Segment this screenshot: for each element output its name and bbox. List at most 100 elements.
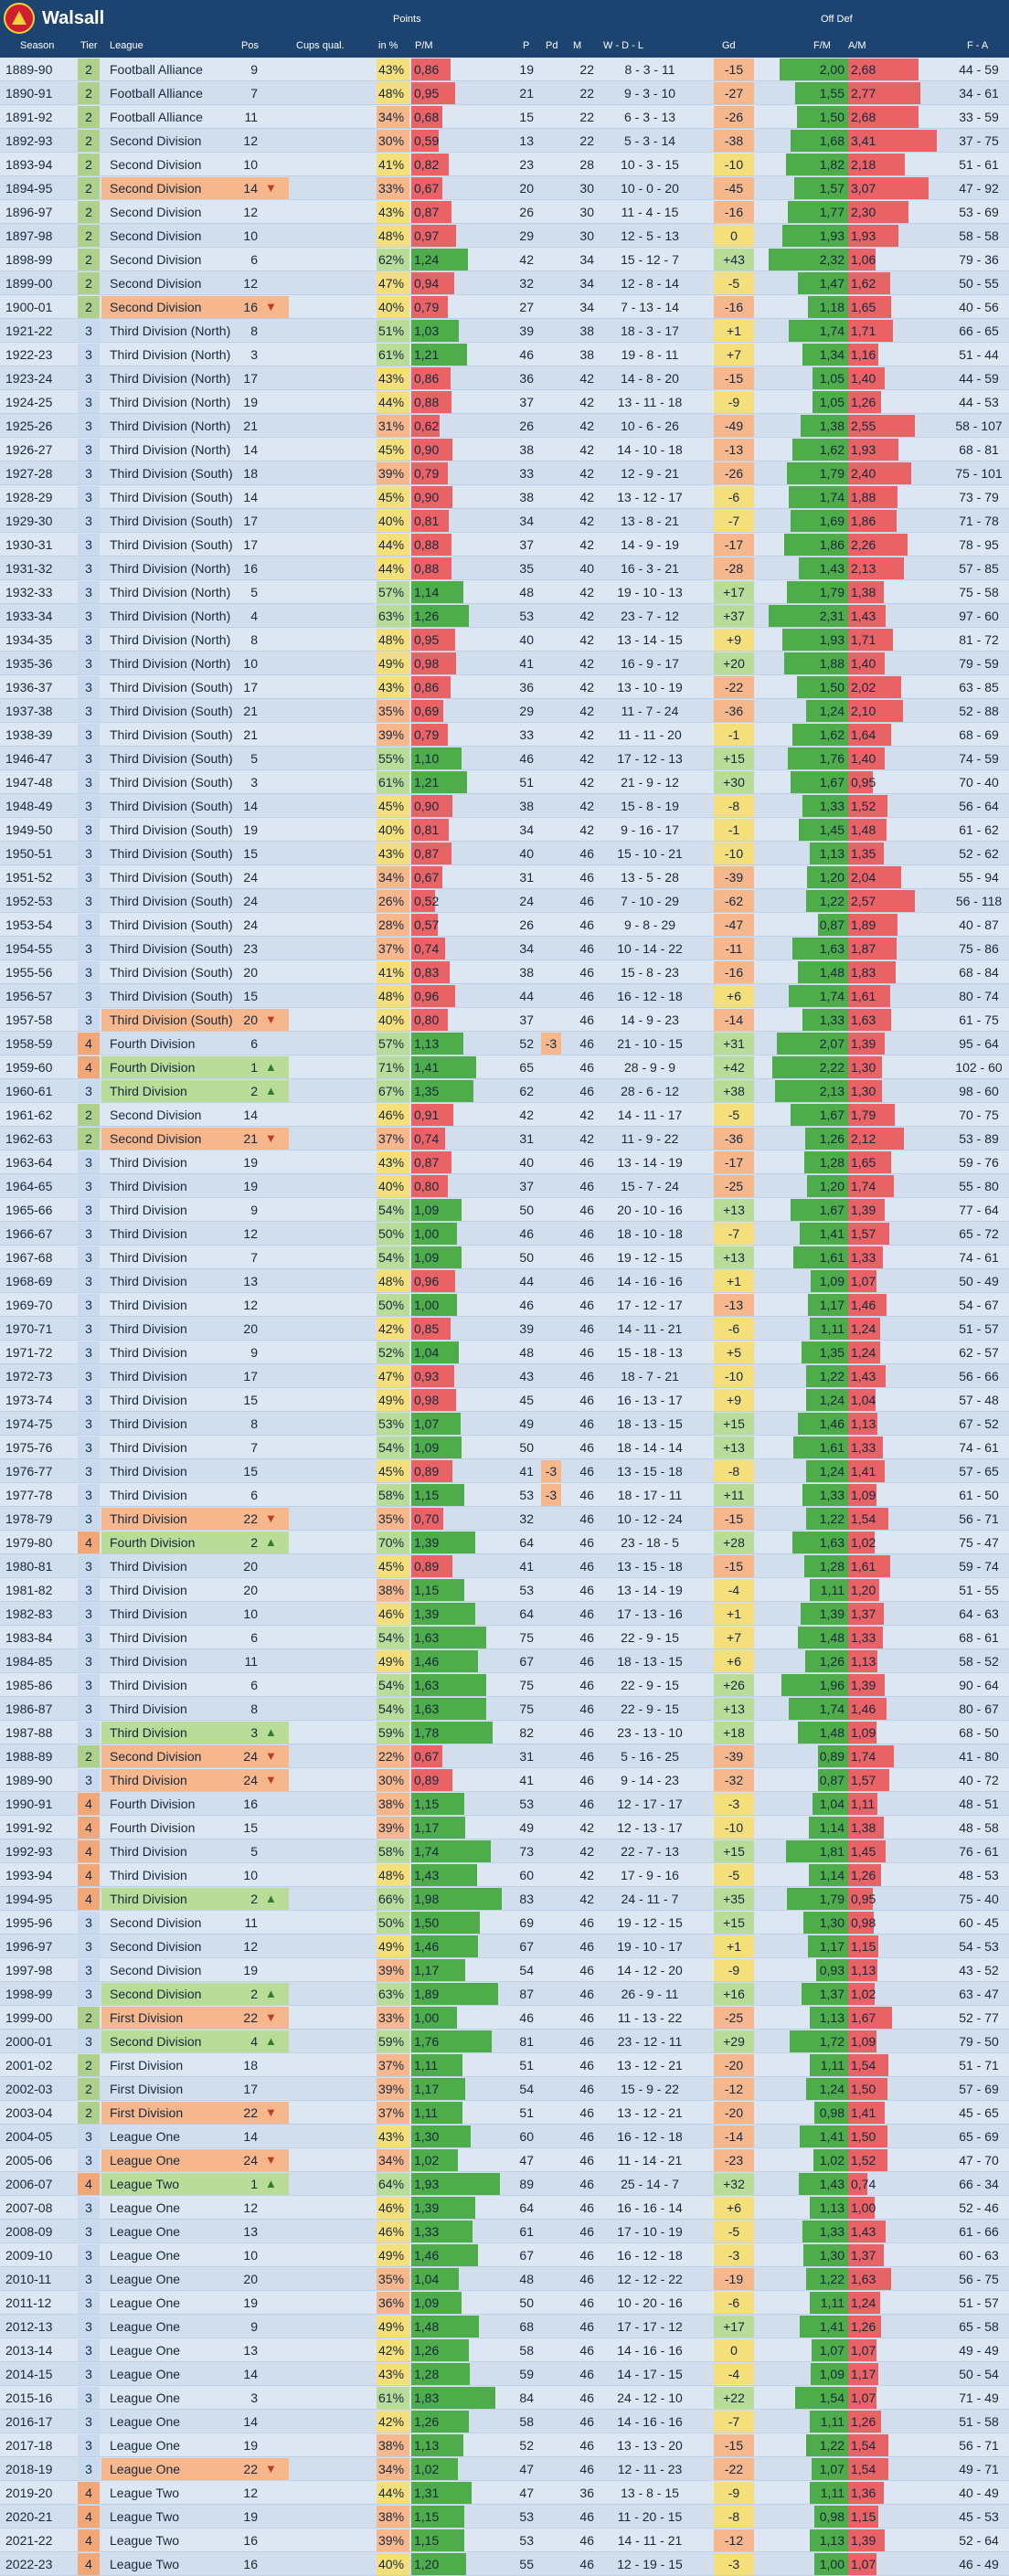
table-row[interactable]: 1890-91 2 Football Alliance 7 48% 0,95 21 22 9 -… [0, 81, 1009, 105]
table-row[interactable]: 2007-08 3 League One 12 46% 1,39 64 46 16 - 16 -… [0, 2196, 1009, 2220]
table-row[interactable]: 1969-70 3 Third Division 12 50% 1,00 46 46 17 - … [0, 1293, 1009, 1317]
col-p[interactable]: P [523, 40, 530, 51]
table-row[interactable]: 1990-91 4 Fourth Division 16 38% 1,15 53 46 12 -… [0, 1792, 1009, 1816]
table-row[interactable]: 2000-01 3 Second Division 4 ▲ 59% 1,76 81 46 23 -… [0, 2030, 1009, 2053]
table-row[interactable]: 2016-17 3 League One 14 42% 1,26 58 46 14 - 16 -… [0, 2410, 1009, 2433]
table-row[interactable]: 1900-01 2 Second Division 16 ▼ 40% 0,79 27 34 7 -… [0, 295, 1009, 319]
table-row[interactable]: 1926-27 3 Third Division (North) 14 45% 0,90 3… [0, 438, 1009, 461]
table-row[interactable]: 1973-74 3 Third Division 15 49% 0,98 45 46 16 - … [0, 1388, 1009, 1412]
table-row[interactable]: 2004-05 3 League One 14 43% 1,30 60 46 16 - 12 -… [0, 2125, 1009, 2148]
table-row[interactable]: 2018-19 3 League One 22 ▼ 34% 1,02 47 46 12 - 11 … [0, 2457, 1009, 2481]
table-row[interactable]: 1975-76 3 Third Division 7 54% 1,09 50 46 18 - 1… [0, 1436, 1009, 1459]
table-row[interactable]: 2013-14 3 League One 13 42% 1,26 58 46 14 - 16 -… [0, 2338, 1009, 2362]
table-row[interactable]: 1921-22 3 Third Division (North) 8 51% 1,03 39… [0, 319, 1009, 343]
table-row[interactable]: 2017-18 3 League One 19 38% 1,13 52 46 13 - 13 -… [0, 2433, 1009, 2457]
table-row[interactable]: 1998-99 3 Second Division 2 ▲ 63% 1,89 87 46 26 -… [0, 1982, 1009, 2006]
table-row[interactable]: 1993-94 4 Third Division 10 48% 1,43 60 42 17 - … [0, 1863, 1009, 1887]
table-row[interactable]: 1951-52 3 Third Division (South) 24 34% 0,67 3… [0, 865, 1009, 889]
table-row[interactable]: 2014-15 3 League One 14 43% 1,28 59 46 14 - 17 -… [0, 2362, 1009, 2386]
table-row[interactable]: 1967-68 3 Third Division 7 54% 1,09 50 46 19 - 1… [0, 1246, 1009, 1269]
table-row[interactable]: 2008-09 3 League One 13 46% 1,33 61 46 17 - 10 -… [0, 2220, 1009, 2243]
table-row[interactable]: 1970-71 3 Third Division 20 42% 0,85 39 46 14 - … [0, 1317, 1009, 1341]
table-row[interactable]: 1938-39 3 Third Division (South) 21 39% 0,79 3… [0, 723, 1009, 747]
table-row[interactable]: 1961-62 2 Second Division 14 46% 0,91 42 42 14 -… [0, 1103, 1009, 1127]
table-row[interactable]: 2006-07 4 League Two 1 ▲ 64% 1,93 89 46 25 - 14 -… [0, 2172, 1009, 2196]
table-row[interactable]: 1983-84 3 Third Division 6 54% 1,63 75 46 22 - 9… [0, 1626, 1009, 1649]
table-row[interactable]: 2022-23 4 League Two 16 40% 1,20 55 46 12 - 19 -… [0, 2552, 1009, 2576]
table-row[interactable]: 1991-92 4 Fourth Division 15 39% 1,17 49 42 12 -… [0, 1816, 1009, 1839]
table-row[interactable]: 1893-94 2 Second Division 10 41% 0,82 23 28 10 -… [0, 153, 1009, 176]
table-row[interactable]: 1994-95 4 Third Division 2 ▲ 66% 1,98 83 42 24 - … [0, 1887, 1009, 1911]
col-am[interactable]: A/M [848, 40, 866, 51]
table-row[interactable]: 1934-35 3 Third Division (North) 8 48% 0,95 40… [0, 628, 1009, 652]
table-row[interactable]: 1976-77 3 Third Division 15 45% 0,89 41 -3 46 13 … [0, 1459, 1009, 1483]
table-row[interactable]: 1980-81 3 Third Division 20 45% 0,89 41 46 13 - … [0, 1554, 1009, 1578]
table-row[interactable]: 2002-03 2 First Division 17 39% 1,17 54 46 15 - … [0, 2077, 1009, 2101]
table-row[interactable]: 1954-55 3 Third Division (South) 23 37% 0,74 3… [0, 937, 1009, 960]
col-wdl[interactable]: W - D - L [603, 40, 643, 51]
table-row[interactable]: 2005-06 3 League One 24 ▼ 34% 1,02 47 46 11 - 14 … [0, 2148, 1009, 2172]
col-league[interactable]: League [110, 40, 143, 51]
table-row[interactable]: 1965-66 3 Third Division 9 54% 1,09 50 46 20 - 1… [0, 1198, 1009, 1222]
table-row[interactable]: 1931-32 3 Third Division (North) 16 44% 0,88 3… [0, 557, 1009, 580]
table-row[interactable]: 1986-87 3 Third Division 8 54% 1,63 75 46 22 - 9… [0, 1697, 1009, 1721]
table-row[interactable]: 1984-85 3 Third Division 11 49% 1,46 67 46 18 - … [0, 1649, 1009, 1673]
table-row[interactable]: 1898-99 2 Second Division 6 62% 1,24 42 34 15 - … [0, 248, 1009, 271]
table-row[interactable]: 1924-25 3 Third Division (North) 19 44% 0,88 3… [0, 390, 1009, 414]
table-row[interactable]: 1937-38 3 Third Division (South) 21 35% 0,69 2… [0, 699, 1009, 723]
col-gd[interactable]: Gd [722, 40, 736, 51]
table-row[interactable]: 1922-23 3 Third Division (North) 3 61% 1,21 46… [0, 343, 1009, 366]
table-row[interactable]: 1948-49 3 Third Division (South) 14 45% 0,90 3… [0, 794, 1009, 818]
table-row[interactable]: 1960-61 3 Third Division 2 ▲ 67% 1,35 62 46 28 - … [0, 1079, 1009, 1103]
table-row[interactable]: 1894-95 2 Second Division 14 ▼ 33% 0,67 20 30 10 … [0, 176, 1009, 200]
table-row[interactable]: 2010-11 3 League One 20 35% 1,04 48 46 12 - 12 -… [0, 2267, 1009, 2291]
table-row[interactable]: 1899-00 2 Second Division 12 47% 0,94 32 34 12 -… [0, 271, 1009, 295]
table-row[interactable]: 2020-21 4 League Two 19 38% 1,15 53 46 11 - 20 -… [0, 2505, 1009, 2528]
table-row[interactable]: 1952-53 3 Third Division (South) 24 26% 0,52 2… [0, 889, 1009, 913]
table-row[interactable]: 1936-37 3 Third Division (South) 17 43% 0,86 3… [0, 675, 1009, 699]
table-row[interactable]: 2021-22 4 League Two 16 39% 1,15 53 46 14 - 11 -… [0, 2528, 1009, 2552]
table-row[interactable]: 1988-89 2 Second Division 24 ▼ 22% 0,67 31 46 5 -… [0, 1744, 1009, 1768]
table-row[interactable]: 1889-90 2 Football Alliance 9 43% 0,86 19 22 8 -… [0, 58, 1009, 81]
col-cups[interactable]: Cups qual. [296, 40, 345, 51]
table-row[interactable]: 1966-67 3 Third Division 12 50% 1,00 46 46 18 - … [0, 1222, 1009, 1246]
col-fa[interactable]: F - A [967, 40, 989, 51]
col-pct[interactable]: in % [378, 40, 398, 51]
table-row[interactable]: 1971-72 3 Third Division 9 52% 1,04 48 46 15 - 1… [0, 1341, 1009, 1364]
table-row[interactable]: 1923-24 3 Third Division (North) 17 43% 0,86 3… [0, 366, 1009, 390]
col-pos[interactable]: Pos [241, 40, 259, 51]
table-row[interactable]: 1953-54 3 Third Division (South) 24 28% 0,57 2… [0, 913, 1009, 937]
table-row[interactable]: 1928-29 3 Third Division (South) 14 45% 0,90 3… [0, 485, 1009, 509]
table-row[interactable]: 1891-92 2 Football Alliance 11 34% 0,68 15 22 6 … [0, 105, 1009, 129]
table-row[interactable]: 1892-93 2 Second Division 12 30% 0,59 13 22 5 - … [0, 129, 1009, 153]
table-row[interactable]: 1950-51 3 Third Division (South) 15 43% 0,87 4… [0, 842, 1009, 865]
table-row[interactable]: 1974-75 3 Third Division 8 53% 1,07 49 46 18 - 1… [0, 1412, 1009, 1436]
table-row[interactable]: 1964-65 3 Third Division 19 40% 0,80 37 46 15 - … [0, 1174, 1009, 1198]
table-row[interactable]: 1933-34 3 Third Division (North) 4 63% 1,26 53… [0, 604, 1009, 628]
table-row[interactable]: 1985-86 3 Third Division 6 54% 1,63 75 46 22 - 9… [0, 1673, 1009, 1697]
table-row[interactable]: 1987-88 3 Third Division 3 ▲ 59% 1,78 82 46 23 - … [0, 1721, 1009, 1744]
table-row[interactable]: 1978-79 3 Third Division 22 ▼ 35% 0,70 32 46 10 -… [0, 1507, 1009, 1531]
table-row[interactable]: 1896-97 2 Second Division 12 43% 0,87 26 30 11 -… [0, 200, 1009, 224]
col-pm[interactable]: P/M [415, 40, 433, 51]
table-row[interactable]: 1977-78 3 Third Division 6 58% 1,15 53 -3 46 18 -… [0, 1483, 1009, 1507]
table-row[interactable]: 1996-97 3 Second Division 12 49% 1,46 67 46 19 -… [0, 1935, 1009, 1958]
table-row[interactable]: 2001-02 2 First Division 18 37% 1,11 51 46 13 - … [0, 2053, 1009, 2077]
table-row[interactable]: 2009-10 3 League One 10 49% 1,46 67 46 16 - 12 -… [0, 2243, 1009, 2267]
table-row[interactable]: 1995-96 3 Second Division 11 50% 1,50 69 46 19 -… [0, 1911, 1009, 1935]
table-row[interactable]: 1963-64 3 Third Division 19 43% 0,87 40 46 13 - … [0, 1150, 1009, 1174]
table-row[interactable]: 1949-50 3 Third Division (South) 19 40% 0,81 3… [0, 818, 1009, 842]
table-row[interactable]: 1957-58 3 Third Division (South) 20 ▼ 40% 0,80… [0, 1008, 1009, 1032]
table-row[interactable]: 2019-20 4 League Two 12 44% 1,31 47 36 13 - 8 - … [0, 2481, 1009, 2505]
table-row[interactable]: 1929-30 3 Third Division (South) 17 40% 0,81 3… [0, 509, 1009, 533]
table-row[interactable]: 1897-98 2 Second Division 10 48% 0,97 29 30 12 -… [0, 224, 1009, 248]
table-row[interactable]: 1959-60 4 Fourth Division 1 ▲ 71% 1,41 65 46 28 -… [0, 1055, 1009, 1079]
col-tier[interactable]: Tier [80, 40, 98, 51]
table-row[interactable]: 1927-28 3 Third Division (South) 18 39% 0,79 3… [0, 461, 1009, 485]
col-season[interactable]: Season [20, 40, 55, 51]
table-row[interactable]: 1979-80 4 Fourth Division 2 ▲ 70% 1,39 64 46 23 -… [0, 1531, 1009, 1554]
table-row[interactable]: 1935-36 3 Third Division (North) 10 49% 0,98 4… [0, 652, 1009, 675]
table-row[interactable]: 2011-12 3 League One 19 36% 1,09 50 46 10 - 20 -… [0, 2291, 1009, 2315]
table-row[interactable]: 1925-26 3 Third Division (North) 21 31% 0,62 2… [0, 414, 1009, 438]
table-row[interactable]: 1982-83 3 Third Division 10 46% 1,39 64 46 17 - … [0, 1602, 1009, 1626]
